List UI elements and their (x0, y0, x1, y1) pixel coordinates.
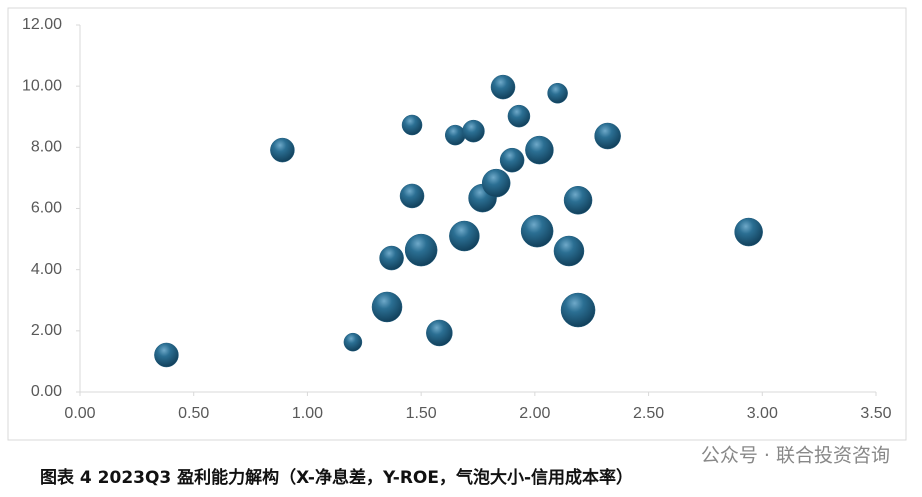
bubble (734, 217, 763, 247)
bubble (563, 185, 593, 215)
bubble (553, 235, 585, 267)
bubble (404, 233, 438, 267)
x-tick-label: 2.50 (633, 405, 664, 422)
x-tick-label: 0.50 (178, 405, 209, 422)
bubble (507, 104, 531, 128)
bubble (371, 291, 403, 323)
bubble (490, 74, 516, 100)
bubble (449, 220, 480, 252)
bubble (499, 147, 525, 173)
y-tick-label: 6.00 (31, 200, 62, 217)
bubble (445, 124, 466, 146)
y-tick-label: 4.00 (31, 261, 62, 278)
bubble (481, 168, 511, 198)
x-tick-label: 2.00 (519, 405, 550, 422)
bubble (547, 82, 568, 104)
bubble (401, 114, 423, 136)
bubble (520, 214, 554, 248)
x-tick-label: 0.00 (64, 405, 95, 422)
chart-frame (7, 7, 907, 441)
x-tick-label: 1.00 (292, 405, 323, 422)
y-tick-label: 0.00 (31, 383, 62, 400)
bubble (560, 292, 596, 328)
bubble (154, 342, 179, 368)
bubble (462, 119, 485, 143)
y-tick-label: 2.00 (31, 322, 62, 339)
bubble (426, 319, 453, 347)
x-tick-label: 1.50 (406, 405, 437, 422)
bubble (343, 332, 363, 352)
x-tick-label: 3.50 (860, 405, 891, 422)
bubble (379, 245, 404, 271)
watermark: 公众号 · 联合投资咨询 (701, 445, 890, 467)
bubble (270, 137, 295, 163)
y-tick-label: 10.00 (22, 77, 62, 94)
y-tick-label: 8.00 (31, 139, 62, 156)
bubble (594, 122, 621, 150)
bubble (525, 135, 554, 165)
caption: 图表 4 2023Q3 盈利能力解构（X-净息差，Y-ROE，气泡大小-信用成本… (40, 467, 633, 488)
bubble (399, 183, 425, 209)
y-tick-label: 12.00 (22, 16, 62, 33)
x-tick-label: 3.00 (747, 405, 778, 422)
